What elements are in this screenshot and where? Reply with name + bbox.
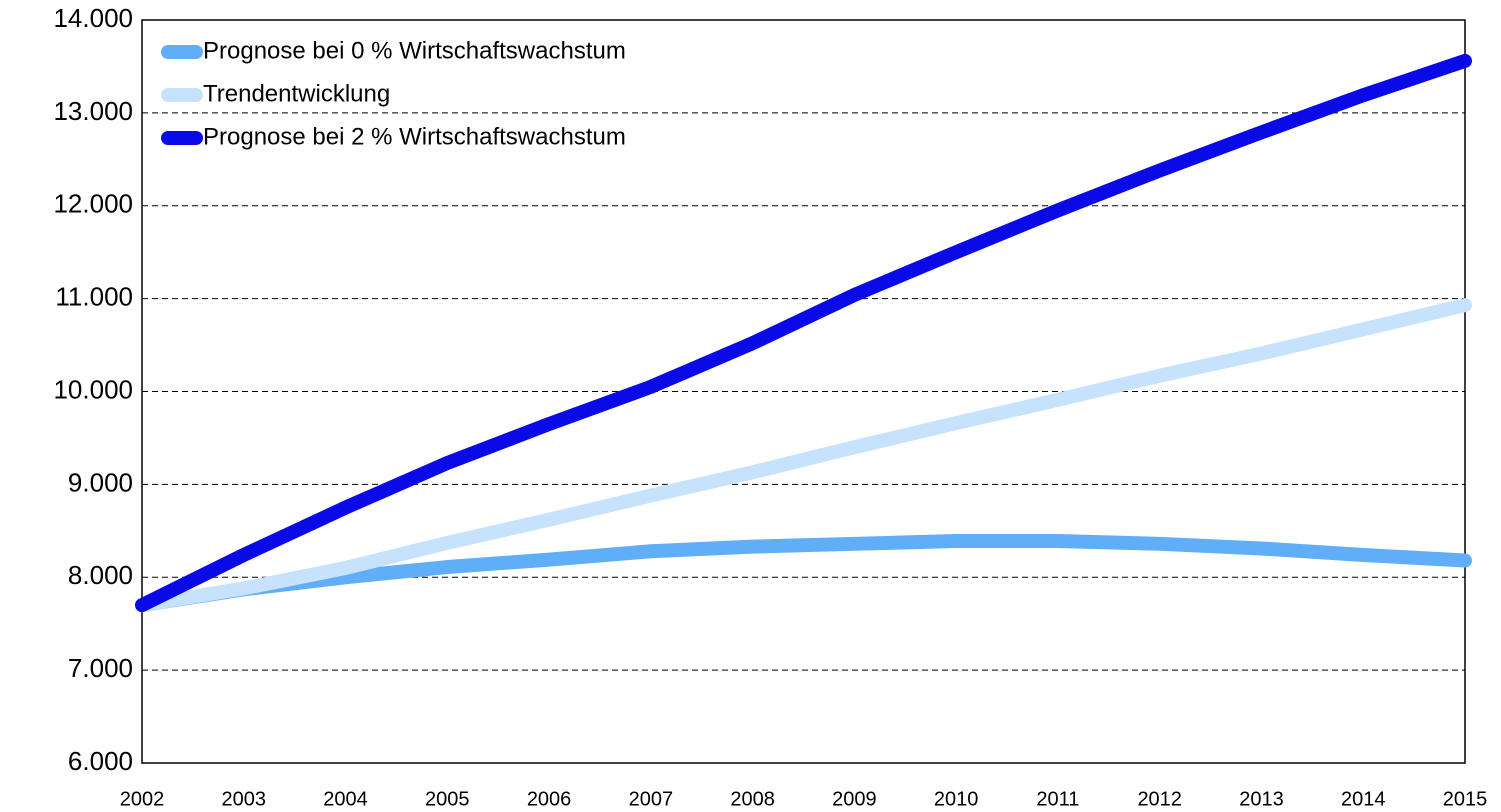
x-tick-label: 2003 (222, 788, 267, 810)
series-line (135, 534, 1472, 613)
x-tick-label: 2011 (1036, 788, 1079, 810)
x-tick-label: 2004 (323, 788, 368, 810)
y-tick-label: 12.000 (53, 189, 133, 219)
y-tick-label: 14.000 (53, 3, 133, 33)
y-tick-label: 6.000 (68, 746, 133, 776)
plot-border (141, 19, 1466, 764)
x-tick-label: 2015 (1443, 788, 1488, 810)
legend-label: Prognose bei 0 % Wirtschaftswachstum (203, 37, 626, 64)
x-tick-label: 2013 (1239, 788, 1284, 810)
y-tick-label: 10.000 (53, 374, 133, 404)
x-tick-label: 2007 (629, 788, 674, 810)
x-tick-label: 2009 (832, 788, 877, 810)
x-tick-label: 2014 (1341, 788, 1386, 810)
x-tick-label: 2012 (1137, 788, 1182, 810)
x-tick-label: 2006 (527, 788, 572, 810)
legend-label: Trendentwicklung (203, 80, 390, 107)
y-tick-label: 8.000 (68, 560, 133, 590)
y-tick-label: 11.000 (55, 282, 133, 312)
x-tick-label: 2008 (730, 788, 775, 810)
x-tick-label: 2010 (934, 788, 979, 810)
y-tick-label: 13.000 (53, 96, 133, 126)
legend-label: Prognose bei 2 % Wirtschaftswachstum (203, 123, 626, 150)
series-line (135, 53, 1472, 613)
y-tick-label: 7.000 (68, 653, 133, 683)
x-tick-label: 2002 (120, 788, 165, 810)
series-line (135, 298, 1472, 613)
x-tick-label: 2005 (425, 788, 470, 810)
y-tick-label: 9.000 (68, 467, 133, 497)
